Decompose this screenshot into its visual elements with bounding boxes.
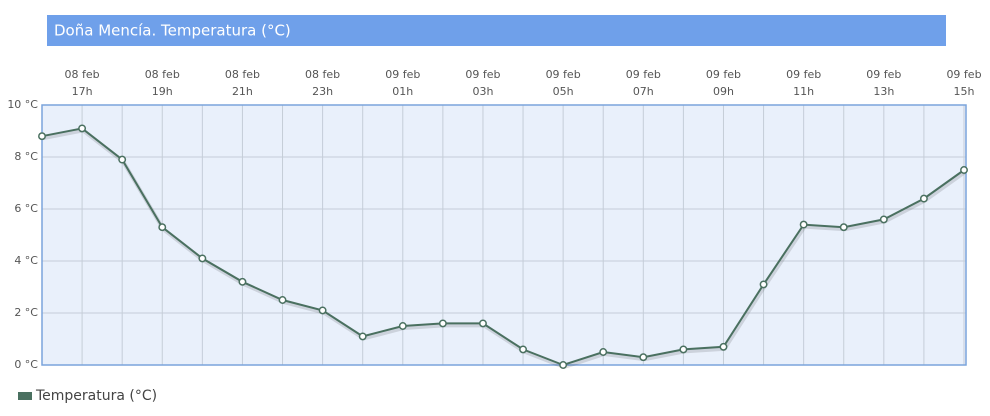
x-tick-label: 01h xyxy=(392,85,413,98)
y-tick-label: 8 °C xyxy=(14,150,38,163)
y-tick-label: 10 °C xyxy=(7,98,38,111)
point xyxy=(398,322,407,330)
point xyxy=(318,306,327,315)
x-tick-label: 09 feb xyxy=(546,68,581,81)
chart-title: Doña Mencía. Temperatura (°C) xyxy=(54,22,291,40)
x-tick-label: 23h xyxy=(312,85,333,98)
point xyxy=(238,277,247,286)
plot-border xyxy=(41,104,967,366)
point xyxy=(78,124,87,133)
point xyxy=(879,215,888,224)
point xyxy=(38,132,46,141)
x-tick-label: 09 feb xyxy=(706,68,741,81)
x-tick-label: 09 feb xyxy=(465,68,500,81)
x-tick-label: 08 feb xyxy=(225,68,260,81)
point xyxy=(559,361,568,369)
x-tick-label: 09 feb xyxy=(385,68,420,81)
x-tick-label: 05h xyxy=(553,85,574,98)
x-tick-label: 09h xyxy=(713,85,734,98)
x-tick-label: 09 feb xyxy=(626,68,661,81)
y-tick-label: 4 °C xyxy=(14,254,38,267)
x-tick-label: 11h xyxy=(793,85,814,98)
x-tick-label: 13h xyxy=(873,85,894,98)
x-tick-label: 08 feb xyxy=(145,68,180,81)
point xyxy=(198,254,207,263)
point xyxy=(759,280,768,289)
x-tick-label: 09 feb xyxy=(946,68,981,81)
point xyxy=(158,223,167,232)
x-tick-label: 08 feb xyxy=(305,68,340,81)
x-tick-label: 17h xyxy=(72,85,93,98)
point xyxy=(438,319,447,328)
point xyxy=(519,345,527,354)
y-tick-label: 0 °C xyxy=(14,358,38,371)
point xyxy=(919,194,928,203)
point xyxy=(358,332,367,341)
x-tick-label: 09 feb xyxy=(786,68,821,81)
series-line xyxy=(41,127,965,367)
legend-label: Temperatura (°C) xyxy=(35,388,157,404)
y-tick-label: 2 °C xyxy=(14,306,38,319)
point xyxy=(839,223,848,232)
point xyxy=(799,220,808,229)
point xyxy=(479,319,487,328)
x-tick-label: 07h xyxy=(633,85,654,98)
x-tick-label: 15h xyxy=(954,85,975,98)
title-bar xyxy=(47,15,946,46)
point xyxy=(679,345,688,354)
x-tick-label: 08 feb xyxy=(65,68,100,81)
point xyxy=(118,155,127,164)
x-tick-label: 09 feb xyxy=(866,68,901,81)
point xyxy=(599,348,608,356)
point xyxy=(278,296,287,304)
x-tick-label: 19h xyxy=(152,85,173,98)
point xyxy=(639,353,648,362)
x-tick-label: 21h xyxy=(232,85,253,98)
legend-swatch xyxy=(18,392,32,400)
y-tick-label: 6 °C xyxy=(14,202,38,215)
point xyxy=(960,166,968,174)
x-tick-label: 03h xyxy=(472,85,493,98)
point xyxy=(719,342,728,351)
plot-area xyxy=(42,105,966,365)
